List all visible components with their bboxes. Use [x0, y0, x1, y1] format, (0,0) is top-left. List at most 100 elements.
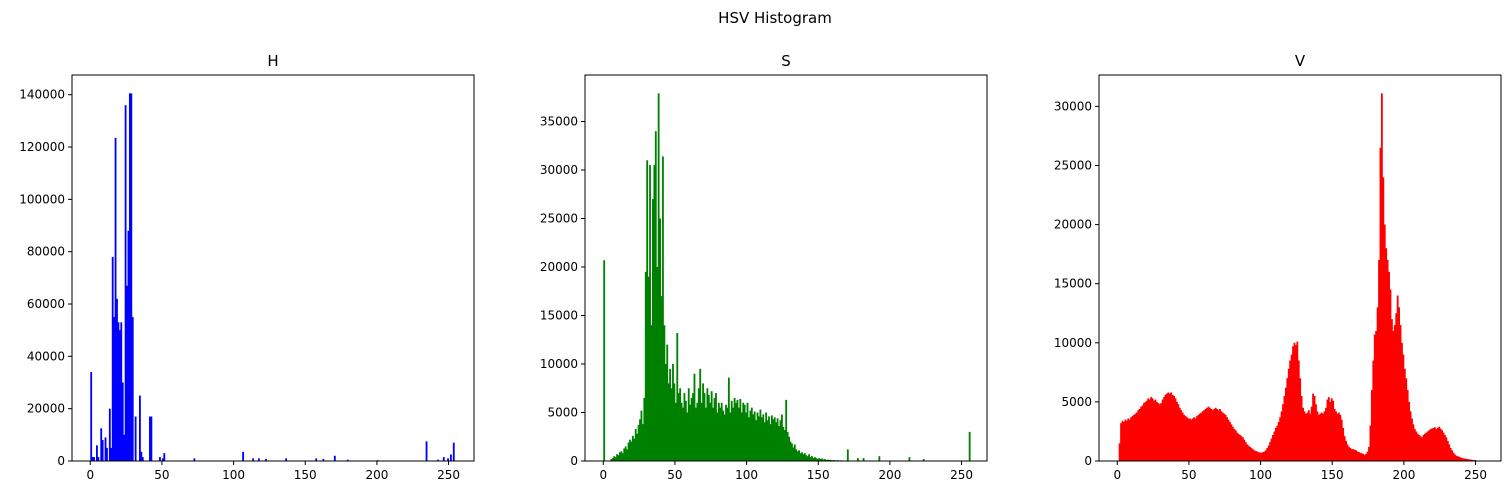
bar — [786, 431, 789, 461]
bar — [630, 441, 633, 461]
bar — [1147, 398, 1150, 461]
bar — [772, 419, 775, 461]
bar — [676, 332, 679, 461]
bar — [1174, 398, 1177, 461]
bar — [1345, 440, 1347, 461]
bar — [677, 393, 680, 461]
bar — [1220, 411, 1223, 461]
bar — [1378, 260, 1380, 461]
bar — [755, 420, 758, 461]
bar — [1237, 433, 1240, 461]
bar — [1121, 420, 1124, 461]
y-tick-label: 60000 — [27, 297, 65, 311]
x-tick-label: 250 — [437, 468, 460, 482]
bar — [690, 397, 693, 461]
bar — [1210, 408, 1213, 461]
bar — [1181, 412, 1184, 461]
bar — [674, 402, 677, 461]
bar — [1472, 459, 1475, 461]
subplot-title: V — [1295, 52, 1306, 70]
x-tick-label: 0 — [1113, 468, 1121, 482]
bar — [1186, 417, 1188, 461]
bar — [1236, 432, 1239, 461]
y-tick-label: 10000 — [540, 357, 578, 371]
bar — [779, 420, 782, 461]
bar — [1208, 407, 1211, 461]
bar — [610, 459, 613, 461]
bar — [1323, 411, 1326, 461]
bar — [1140, 406, 1143, 461]
bar — [631, 435, 634, 461]
bar — [735, 402, 737, 461]
bar — [265, 458, 267, 461]
bar — [778, 426, 780, 461]
bar — [1135, 412, 1138, 461]
bar — [1196, 416, 1198, 461]
bar — [1355, 450, 1358, 461]
y-tick-label: 15000 — [540, 309, 578, 323]
bar — [750, 407, 753, 461]
bar — [1376, 307, 1379, 461]
bar — [1145, 400, 1148, 461]
bar — [1395, 313, 1398, 461]
subplot-title: H — [267, 52, 278, 70]
bar — [1290, 354, 1293, 461]
y-tick-label: 30000 — [1054, 99, 1092, 113]
bar — [1366, 451, 1369, 461]
bar — [1299, 378, 1302, 461]
bar — [788, 436, 790, 461]
bar — [1183, 414, 1186, 461]
bar — [1216, 408, 1218, 461]
bar — [709, 402, 712, 461]
bar — [629, 439, 631, 461]
bar — [806, 456, 809, 461]
bar — [796, 451, 799, 461]
bar — [1438, 426, 1441, 461]
bar — [315, 458, 318, 461]
y-tick-label: 100000 — [19, 192, 65, 206]
bar — [1262, 452, 1264, 461]
y-tick-label: 20000 — [27, 402, 65, 416]
bar — [1229, 421, 1231, 461]
bar — [1320, 412, 1323, 461]
bar — [139, 395, 141, 461]
bar — [1425, 432, 1428, 461]
y-tick-label: 0 — [1084, 454, 1092, 468]
bar — [623, 448, 626, 461]
bar — [1224, 414, 1227, 461]
bar — [692, 393, 694, 461]
bar — [1349, 447, 1352, 461]
bar — [1469, 459, 1472, 461]
x-tick-label: 150 — [1321, 468, 1344, 482]
bar — [717, 402, 720, 461]
bar — [1406, 390, 1409, 461]
bar — [802, 454, 805, 461]
axes-frame — [71, 74, 475, 462]
bar — [627, 442, 630, 461]
x-tick-label: 250 — [950, 468, 973, 482]
bar — [808, 454, 811, 461]
bar — [1448, 444, 1451, 461]
bar — [634, 428, 637, 461]
bar — [696, 402, 699, 461]
bar — [693, 373, 696, 461]
bar — [1201, 411, 1204, 461]
bar — [120, 322, 123, 461]
bar — [846, 449, 849, 461]
bar — [1359, 452, 1362, 461]
bar — [1441, 430, 1443, 461]
bar — [768, 416, 770, 461]
bar — [1256, 451, 1259, 461]
bar — [611, 458, 614, 461]
bar — [1177, 404, 1180, 461]
bar — [792, 447, 795, 461]
bar — [1388, 271, 1390, 461]
axes-frame — [1098, 74, 1502, 462]
y-tick-label: 35000 — [540, 115, 578, 129]
bar — [715, 393, 717, 461]
bar — [644, 271, 647, 461]
bar — [1465, 458, 1468, 461]
bar — [1429, 429, 1432, 461]
x-tick-label: 0 — [86, 468, 94, 482]
